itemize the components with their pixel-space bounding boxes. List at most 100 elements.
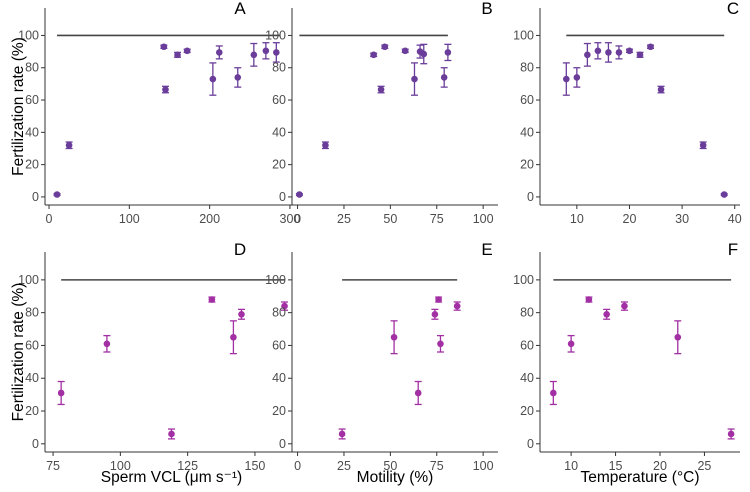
y-tick-label: 80 — [520, 61, 534, 75]
data-point — [567, 340, 575, 348]
x-tick-label: 20 — [623, 212, 637, 226]
y-tick-label: 60 — [272, 93, 286, 107]
y-tick-label: 60 — [25, 338, 39, 352]
data-point — [603, 310, 610, 318]
data-point — [414, 389, 422, 397]
data-point — [215, 49, 223, 56]
data-point — [160, 43, 168, 51]
y-tick-label: 0 — [279, 190, 286, 204]
x-tick-label: 300 — [280, 212, 301, 226]
data-point — [563, 75, 570, 83]
x-tick-label: 10 — [564, 459, 578, 473]
data-point — [636, 51, 644, 59]
y-tick-label: 100 — [513, 28, 534, 42]
y-tick-label: 20 — [520, 158, 534, 172]
x-tick-label: 40 — [728, 212, 742, 226]
panel-e: 0 20 40 60 80 100 0 25 50 75 100 E Motility (%) — [265, 240, 498, 486]
x-tick-label: 100 — [473, 459, 494, 473]
y-tick-label: 40 — [272, 371, 286, 385]
panel-letter: D — [234, 240, 246, 259]
data-point — [573, 74, 581, 81]
x-tick-label: 75 — [430, 459, 444, 473]
data-point — [647, 43, 654, 51]
data-point — [296, 191, 303, 198]
y-tick-label: 60 — [520, 93, 534, 107]
data-point — [674, 333, 682, 341]
panel-c: 0 20 40 60 80 100 10 20 30 40 C — [513, 0, 742, 226]
y-tick-label: 20 — [272, 158, 286, 172]
data-point — [727, 430, 735, 438]
data-point — [420, 50, 428, 58]
y-tick-label: 80 — [272, 306, 286, 320]
data-point — [230, 333, 237, 341]
y-axis-title: Fertilization rate (%) — [10, 37, 27, 176]
data-point — [338, 430, 346, 438]
x-tick-label: 0 — [46, 212, 53, 226]
data-point — [273, 49, 280, 56]
y-tick-label: 60 — [272, 338, 286, 352]
y-tick-label: 40 — [520, 125, 534, 139]
y-tick-label: 20 — [272, 404, 286, 418]
data-point — [444, 49, 452, 56]
data-point — [103, 340, 111, 348]
data-point — [183, 47, 191, 55]
data-point — [65, 141, 73, 149]
x-tick-label: 100 — [119, 212, 140, 226]
data-point — [322, 141, 329, 149]
x-tick-label: 125 — [177, 459, 198, 473]
data-point — [550, 389, 557, 397]
y-tick-label: 100 — [265, 273, 286, 287]
data-point — [281, 302, 288, 310]
data-point — [390, 333, 398, 341]
data-point — [440, 74, 448, 81]
data-point — [208, 296, 216, 303]
y-tick-label: 20 — [520, 404, 534, 418]
x-axis-title: Sperm VCL (μm s⁻¹) — [101, 469, 242, 486]
x-tick-label: 75 — [430, 212, 444, 226]
data-point — [699, 141, 707, 149]
data-point — [453, 302, 461, 310]
data-point — [377, 86, 385, 93]
panel-letter: E — [481, 240, 492, 259]
panel-letter: B — [481, 0, 492, 18]
data-point — [53, 191, 61, 198]
panel-b: 0 20 40 60 80 100 0 25 50 75 100 B — [265, 0, 498, 226]
x-tick-label: 50 — [383, 212, 397, 226]
y-tick-label: 20 — [25, 158, 39, 172]
panel-letter: F — [728, 240, 738, 259]
y-tick-label: 0 — [32, 437, 39, 451]
y-tick-label: 60 — [25, 93, 39, 107]
panel-letter: A — [234, 0, 246, 18]
data-point — [594, 47, 602, 55]
x-tick-label: 100 — [110, 459, 131, 473]
x-tick-label: 25 — [697, 459, 711, 473]
data-point — [238, 310, 245, 318]
y-tick-label: 40 — [25, 371, 39, 385]
panel-d: 0 20 40 60 80 100 75 100 125 150 D Fertilization ra… — [10, 240, 298, 486]
y-tick-label: 80 — [25, 61, 39, 75]
data-point — [584, 51, 591, 59]
data-point — [57, 389, 65, 397]
y-tick-label: 0 — [527, 437, 534, 451]
x-tick-label: 20 — [653, 459, 667, 473]
data-point — [370, 51, 377, 59]
panel-letter: C — [727, 0, 739, 18]
data-point — [168, 430, 175, 438]
data-point — [174, 51, 181, 59]
y-tick-label: 0 — [32, 190, 39, 204]
data-point — [626, 47, 633, 55]
data-point — [250, 51, 258, 59]
x-tick-label: 30 — [675, 212, 689, 226]
data-point — [431, 310, 439, 318]
data-point — [209, 75, 217, 83]
data-point — [605, 49, 612, 56]
y-tick-label: 40 — [272, 125, 286, 139]
x-tick-label: 200 — [199, 212, 220, 226]
y-tick-label: 80 — [272, 61, 286, 75]
x-tick-label: 15 — [609, 459, 623, 473]
y-tick-label: 40 — [25, 125, 39, 139]
y-tick-label: 60 — [520, 338, 534, 352]
data-point — [162, 86, 169, 93]
